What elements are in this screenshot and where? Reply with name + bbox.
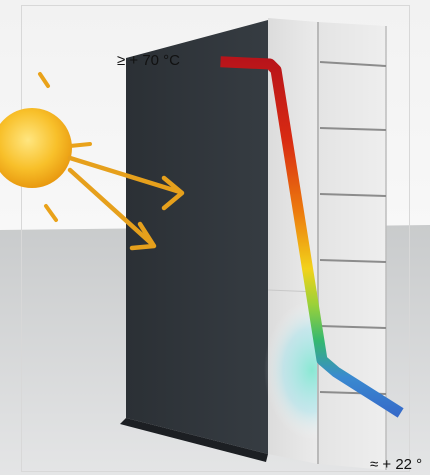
mortar-joints — [319, 61, 387, 395]
sun-icon — [0, 72, 92, 222]
temperature-profile-line — [220, 56, 404, 418]
arrow-icon — [67, 155, 185, 251]
inner-temperature-label: ≈ + 22 ° — [370, 456, 423, 473]
masonry-wall — [318, 22, 386, 470]
image-border — [21, 5, 410, 472]
cladding-edge — [120, 418, 268, 462]
cladding-panel — [126, 20, 268, 454]
outer-temperature-label: ≥ + 70 °C — [117, 52, 181, 69]
